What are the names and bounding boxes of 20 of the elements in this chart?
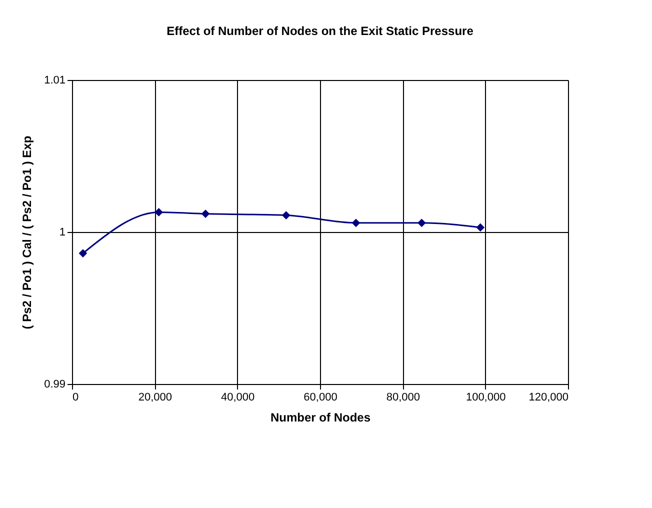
point [78,249,88,258]
y-tick-label: 1 [59,226,66,238]
chart-title: Effect of Number of Nodes on the Exit Static Pressure [166,24,474,38]
y-tick-label: 0.99 [44,378,66,390]
point [476,223,485,232]
point [154,208,163,216]
x-tick-label: 40,000 [221,392,255,404]
y-tick-label: 1.01 [44,74,66,86]
x-axis-title: Number of Nodes [270,410,371,424]
x-tick-label: 20,000 [138,392,172,404]
x-tick-label: 100,000 [466,392,506,404]
x-tick-label: 80,000 [386,392,420,404]
point [417,218,426,228]
point [352,218,360,228]
x-tick-label: 60,000 [304,392,338,404]
y-axis-title: ( Ps2 / Po1 ) Cal / ( Ps2 / Po1 ) Exp [20,136,34,330]
x-tick-label: 120,000 [528,392,568,404]
x-tick-label: 0 [72,392,79,404]
point [282,211,290,220]
point [201,210,210,218]
